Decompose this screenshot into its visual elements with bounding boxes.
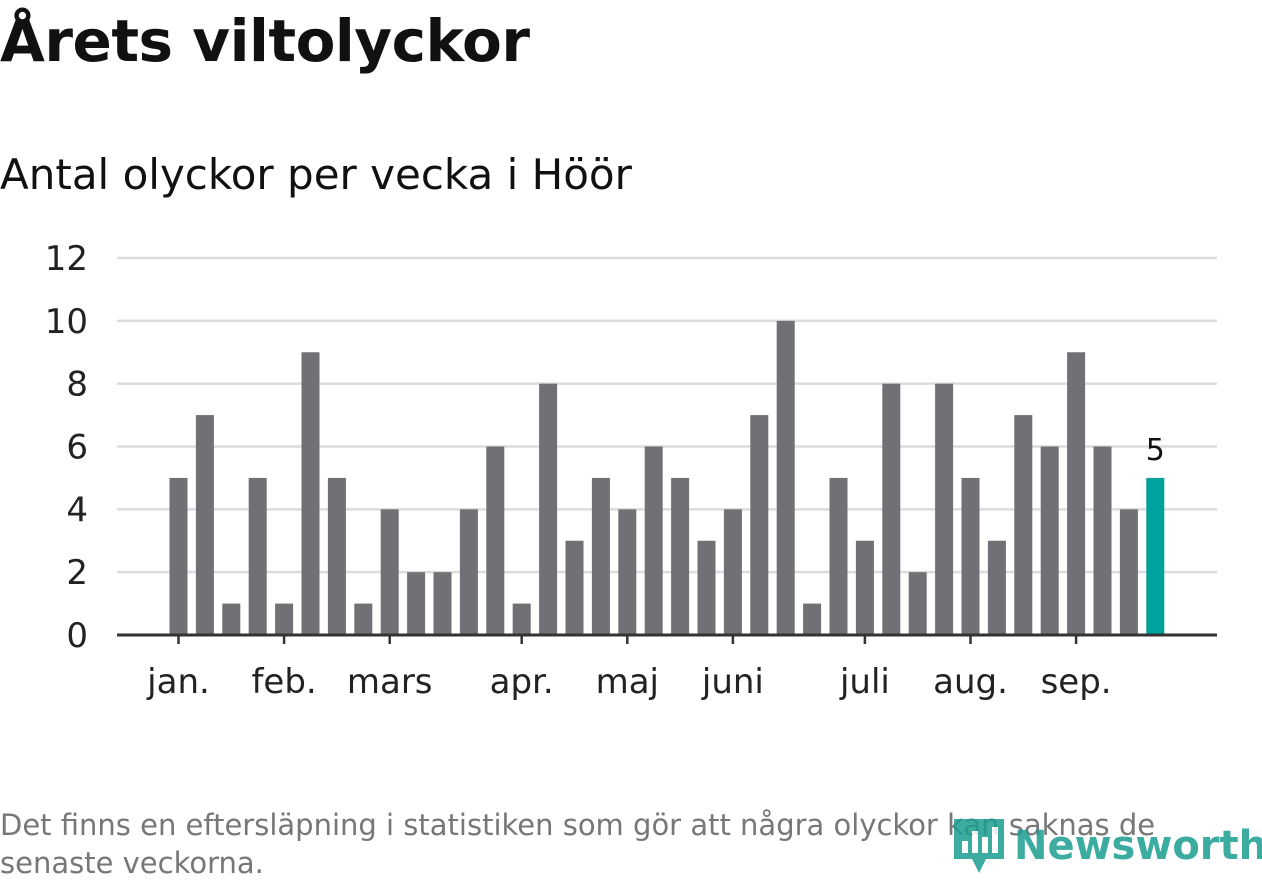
bar [723,509,742,635]
bar [618,509,637,635]
x-tick-label: juni [701,662,764,702]
bar [1040,446,1059,635]
y-tick-label: 12 [45,239,88,279]
x-tick-label: feb. [251,662,316,702]
bar [486,446,505,635]
bar [512,603,531,635]
y-tick-label: 6 [66,428,88,468]
bar [935,383,954,635]
bars [169,320,1165,635]
bar [591,477,610,635]
bar [908,572,927,635]
bar [829,477,848,635]
x-tick-label: aug. [933,662,1008,702]
brand-name: Newsworthy [1014,823,1262,869]
bar [433,572,452,635]
bar [855,540,874,635]
x-tick-label: juli [839,662,890,702]
bar [327,477,346,635]
bar [803,603,822,635]
bar [248,477,267,635]
x-tick-label: mars [347,662,433,702]
bar [407,572,426,635]
x-axis: jan. feb. mars apr. maj juni juli aug. sep. [117,633,1217,702]
bar [987,540,1006,635]
y-axis-ticks: 0 2 4 6 8 10 12 [45,239,88,656]
bar [644,446,663,635]
x-tick-label: apr. [490,662,554,702]
bar [169,477,188,635]
brand-logo: Newsworthy [950,815,1262,877]
bar [565,540,584,635]
y-tick-label: 2 [66,553,88,593]
bar [961,477,980,635]
y-tick-label: 8 [66,365,88,405]
bar-value-label: 5 [1146,433,1165,468]
bar-chart-location-pin-icon [954,819,1004,873]
y-tick-label: 10 [45,302,88,342]
gridlines [117,256,1217,574]
bar [1119,509,1138,635]
bar [671,477,690,635]
bar [539,383,558,635]
bar [882,383,901,635]
bar [222,603,241,635]
bar [1093,446,1112,635]
bar [275,603,294,635]
bar [459,509,478,635]
bar [301,352,320,635]
y-tick-label: 4 [66,490,88,530]
bar [354,603,373,635]
y-tick-label: 0 [66,616,88,656]
bar [1014,415,1033,635]
chart-title: Årets viltolyckor [0,7,530,75]
chart-subtitle: Antal olyckor per vecka i Höör [0,150,632,199]
bar [697,540,716,635]
bar [750,415,769,635]
bar [195,415,214,635]
x-tick-label: jan. [146,662,210,702]
annotation: 5 [1146,433,1165,468]
bar [776,320,795,635]
bar [1067,352,1086,635]
bar-highlight [1146,477,1165,635]
x-tick-label: maj [596,662,659,702]
x-tick-label: sep. [1041,662,1112,702]
bar-chart: 0 2 4 6 8 10 12 jan. feb. mars apr. maj juni juli aug… [45,239,1217,702]
bar [380,509,399,635]
